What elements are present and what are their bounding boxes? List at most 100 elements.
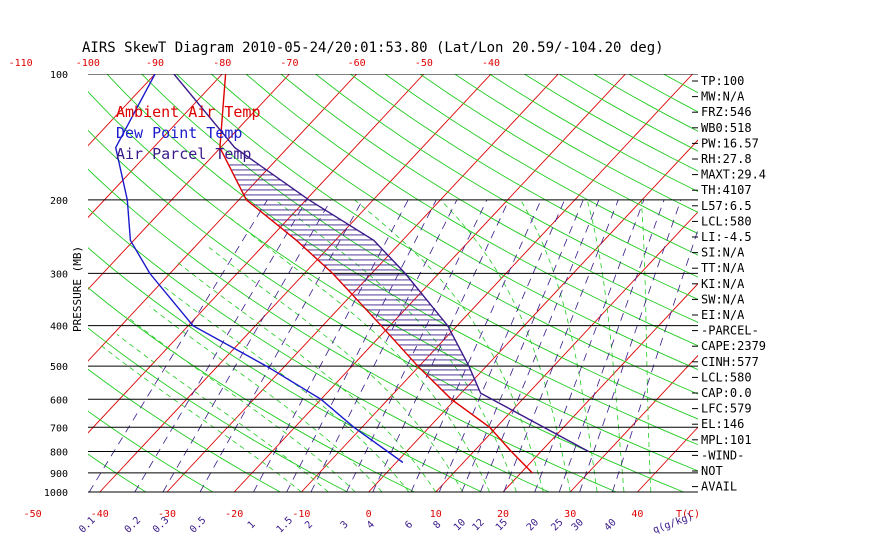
ambient-line	[219, 74, 533, 474]
pressure-tick-label: 300	[50, 269, 68, 280]
side-panel-item: LI:-4.5	[701, 230, 752, 244]
dry-adiabat-line	[803, 74, 870, 492]
mixing-ratio-tick-label: 4	[365, 519, 377, 531]
mixing-ratio-tick-label: 0.2	[123, 515, 144, 536]
isotherm-line	[166, 74, 559, 493]
mixing-ratio-line	[372, 199, 510, 493]
isotherm-line	[88, 74, 357, 362]
dry-adiabat-line	[280, 74, 698, 323]
isotherm-line	[435, 211, 698, 493]
side-panel-item: WB0:518	[701, 121, 752, 135]
moist-adiabat-line	[586, 199, 625, 493]
mixing-ratio-tick-label: 20	[525, 517, 541, 533]
isotherm-line	[88, 74, 223, 219]
pressure-tick-label: 700	[50, 423, 68, 434]
pressure-tick-label: 600	[50, 395, 68, 406]
isotherm-line	[88, 74, 425, 434]
isotherm-line	[233, 74, 626, 493]
dry-adiabat-line	[88, 368, 281, 493]
side-panel-item: -PARCEL-	[701, 324, 759, 338]
dry-adiabat-line	[489, 74, 698, 193]
dry-adiabat-line	[106, 74, 698, 446]
temp-tick-label: 40	[631, 509, 643, 520]
dry-adiabat-line	[88, 287, 415, 493]
temp-tick-label: 0	[366, 509, 372, 520]
temp-tick-label: -20	[225, 509, 243, 520]
legend-entry: Air Parcel Temp	[116, 145, 251, 163]
isotherm-line	[88, 74, 290, 290]
dry-adiabat-line	[419, 74, 698, 235]
dry-adiabat-line	[0, 74, 11, 492]
dry-adiabat-line	[88, 168, 617, 493]
dry-adiabat-line	[524, 74, 698, 172]
dry-adiabat-line	[210, 74, 698, 371]
side-panel-item: LFC:579	[701, 402, 752, 416]
mixing-ratio-line	[579, 199, 682, 493]
mixing-ratio-line	[346, 199, 488, 493]
dry-adiabat-line	[176, 74, 698, 395]
dry-adiabat-line	[384, 74, 698, 256]
pressure-tick-label: 900	[50, 469, 68, 480]
side-panel-item: MPL:101	[701, 433, 752, 447]
mixing-ratio-tick-label: 10	[452, 517, 468, 533]
mixing-ratio-line	[534, 199, 645, 493]
legend-entry: Ambient Air Temp	[116, 103, 261, 121]
moist-adiabat-line	[126, 315, 356, 493]
dry-adiabat-line	[141, 74, 698, 420]
side-panel-item: RH:27.8	[701, 152, 752, 166]
top-temp-tick-label: -50	[415, 58, 433, 69]
dry-adiabat-line	[245, 74, 698, 347]
mixing-ratio-tick-label: 0.5	[188, 515, 209, 536]
moist-adiabat-line	[175, 260, 437, 493]
moist-adiabat-line	[116, 334, 329, 493]
isotherm-line	[301, 74, 693, 493]
dry-adiabat-line	[663, 74, 698, 94]
top-temp-tick-label: -40	[482, 58, 500, 69]
side-panel-item: LCL:580	[701, 370, 752, 384]
dry-adiabat-line	[88, 129, 684, 493]
mixing-ratio-tick-label: 3	[339, 519, 351, 531]
mixing-ratio-tick-label: 12	[470, 517, 486, 533]
side-panel-item: SI:N/A	[701, 246, 745, 260]
temp-tick-label: -30	[158, 509, 176, 520]
mixing-ratio-tick-label: 2	[303, 519, 315, 531]
temp-tick-label: -40	[91, 509, 109, 520]
moist-adiabat-line	[228, 216, 490, 493]
top-temp-tick-label: -60	[348, 58, 366, 69]
mixing-ratio-tick-label: 1	[246, 519, 258, 531]
moist-adiabat-line	[97, 342, 302, 493]
side-panel-item: MW:N/A	[701, 90, 745, 104]
mixing-ratio-line	[438, 199, 565, 493]
mixing-ratio-line	[480, 199, 600, 493]
temp-tick-label: 20	[497, 509, 509, 520]
moist-adiabat-line	[149, 306, 383, 493]
side-panel-item: MAXT:29.4	[701, 168, 766, 182]
top-temp-tick-label: -90	[146, 58, 164, 69]
mixing-ratio-line	[558, 199, 665, 493]
side-panel-item: LCL:580	[701, 214, 752, 228]
mixing-ratio-line	[88, 199, 268, 493]
dry-adiabat-line	[88, 207, 550, 493]
side-panel-item: KI:N/A	[701, 277, 745, 291]
side-panel-item: FRZ:546	[701, 105, 752, 119]
top-temp-tick-label: -100	[76, 58, 100, 69]
diagram-lines	[0, 74, 870, 493]
mixing-ratio-line	[461, 199, 584, 493]
side-panel-item: TH:4107	[701, 183, 752, 197]
y-axis-label: PRESSURE (MB)	[71, 246, 84, 332]
side-panel-item: TT:N/A	[701, 261, 745, 275]
parcel-line	[173, 74, 589, 453]
moist-adiabat-line	[208, 247, 464, 493]
moist-adiabat-line	[161, 284, 410, 493]
dry-adiabat-line	[768, 74, 870, 492]
dry-adiabat-line	[454, 74, 698, 213]
dry-adiabat-line	[88, 247, 482, 493]
side-panel-item: SW:N/A	[701, 292, 745, 306]
side-panel-item: TP:100	[701, 74, 744, 88]
series-layer	[114, 74, 589, 474]
side-panel-item: EI:N/A	[701, 308, 745, 322]
pressure-tick-label: 100	[50, 70, 68, 81]
mixing-ratio-tick-label: 40	[602, 517, 618, 533]
